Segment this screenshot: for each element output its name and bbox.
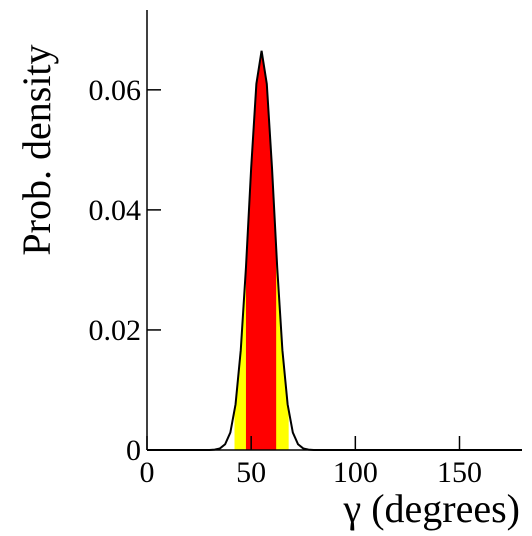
x-tick-label: 100 bbox=[333, 456, 378, 489]
y-tick-label: 0 bbox=[126, 434, 141, 467]
x-tick-label: 50 bbox=[236, 456, 266, 489]
x-axis-title: γ (degrees) bbox=[343, 486, 520, 531]
x-tick-label: 150 bbox=[437, 456, 482, 489]
y-axis-title: Prob. density bbox=[14, 44, 59, 255]
x-tick-label: 0 bbox=[140, 456, 155, 489]
density-curve bbox=[146, 50, 523, 451]
interval-fill bbox=[245, 50, 277, 451]
y-tick-label: 0.02 bbox=[89, 314, 142, 347]
y-tick-label: 0.04 bbox=[89, 194, 142, 227]
y-tick-label: 0.06 bbox=[89, 74, 142, 107]
